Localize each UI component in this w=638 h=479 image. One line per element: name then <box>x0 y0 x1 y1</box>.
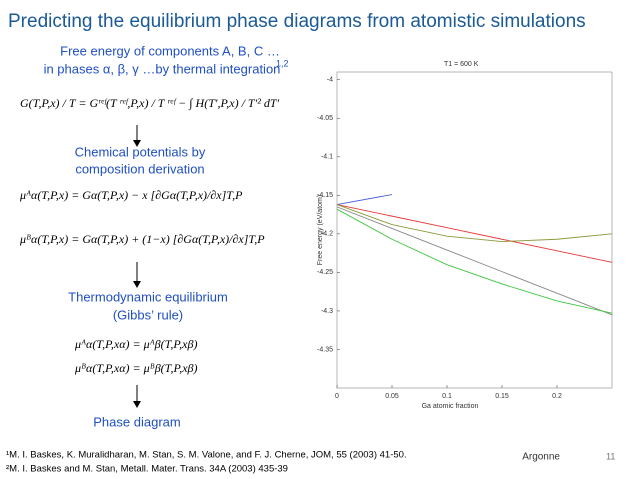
y-tick-label: -4.35 <box>317 346 333 353</box>
step-label: composition derivation <box>75 161 204 176</box>
x-tick-label: 0.05 <box>385 393 399 400</box>
x-tick-label: 0.15 <box>495 393 509 400</box>
x-axis-label: Ga atomic fraction <box>422 403 479 410</box>
y-axis-label: Free energy (eV/atom) <box>317 195 324 265</box>
y-tick-label: -4.1 <box>321 154 333 161</box>
series-line <box>336 204 613 263</box>
y-tick-label: -4 <box>327 77 333 84</box>
equation: μᴬα(T,P,xα) = μᴬβ(T,P,xβ) <box>74 337 197 351</box>
step-label: Thermodynamic equilibrium <box>68 289 228 304</box>
x-tick-label: 0 <box>335 393 339 400</box>
series-line <box>336 204 613 243</box>
arrow-head <box>133 140 141 147</box>
equation: G(T,P,x) / T = Gʳᵉᶠ(T ʳᵉᶠ,P,x) / T ʳᵉᶠ −… <box>20 96 280 110</box>
y-tick-label: -4.25 <box>317 269 333 276</box>
arrow-head <box>133 401 141 408</box>
series-line <box>336 206 613 316</box>
series-line <box>336 194 393 206</box>
step-label: (Gibbs’ rule) <box>113 307 183 322</box>
intro-refs: 1,2 <box>276 58 289 68</box>
reference: ¹M. I. Baskes, K. Muralidharan, M. Stan,… <box>6 450 407 461</box>
intro-line: in phases α, β, γ …by thermal integratio… <box>44 61 281 76</box>
equation: μᴬα(T,P,x) = Gα(T,P,x) − x [∂Gα(T,P,x)/∂… <box>19 188 243 202</box>
arrow-head <box>133 281 141 288</box>
equation: μᴮα(T,P,x) = Gα(T,P,x) + (1−x) [∂Gα(T,P,… <box>19 232 265 246</box>
step-label: Phase diagram <box>93 414 180 429</box>
step-label: Chemical potentials by <box>75 144 206 159</box>
intro-line: Free energy of components A, B, C … <box>60 43 280 58</box>
logo: Argonne <box>522 452 560 463</box>
y-tick-label: -4.15 <box>317 192 333 199</box>
y-tick-label: -4.2 <box>321 231 333 238</box>
y-tick-label: -4.3 <box>321 308 333 315</box>
slide-title: Predicting the equilibrium phase diagram… <box>8 11 586 32</box>
reference: ²M. I. Baskes and M. Stan, Metall. Mater… <box>6 464 288 475</box>
y-tick-label: -4.05 <box>317 115 333 122</box>
plot-frame <box>336 71 613 389</box>
x-tick-label: 0.1 <box>442 393 452 400</box>
page-number: 11 <box>606 451 615 461</box>
chart-title: T1 = 600 K <box>444 61 479 68</box>
x-tick-label: 0.2 <box>552 393 562 400</box>
series-line <box>336 208 613 314</box>
equation: μᴮα(T,P,xα) = μᴮβ(T,P,xβ) <box>74 361 198 375</box>
